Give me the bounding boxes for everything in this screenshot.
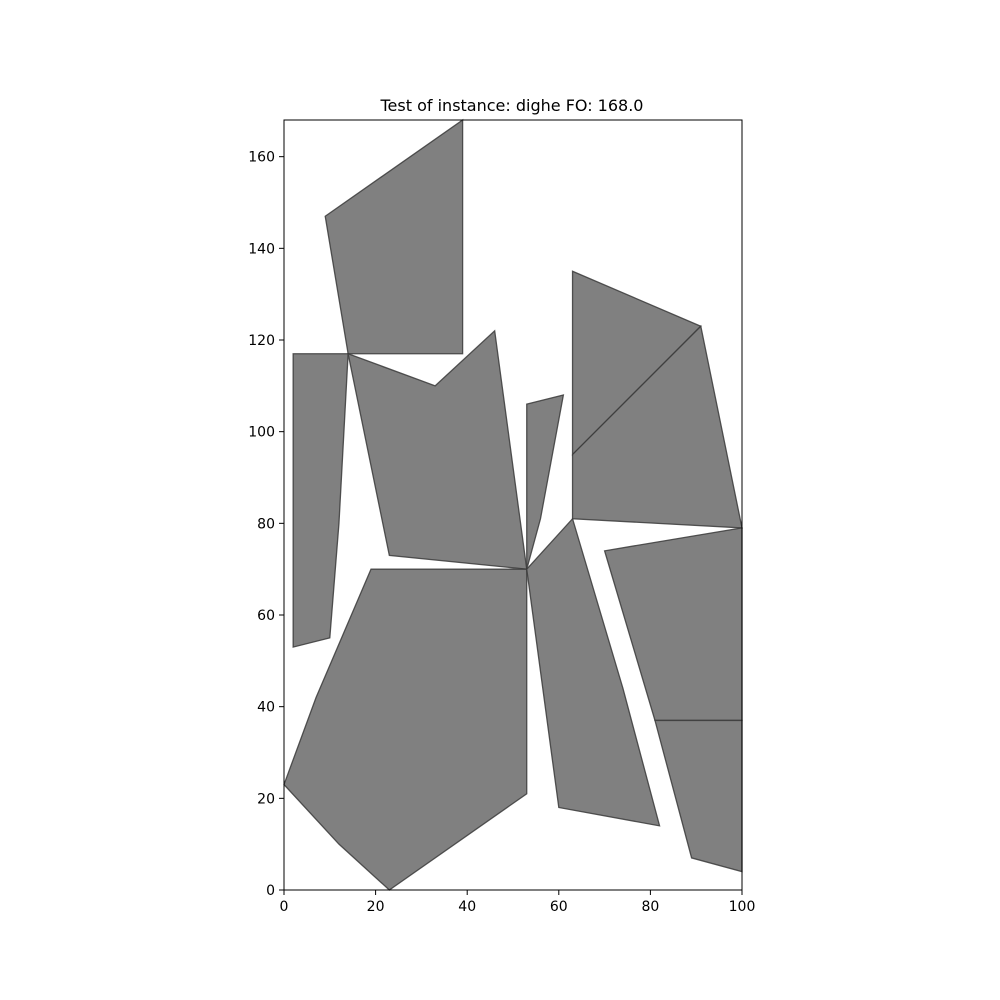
x-tick-label-1: 20 [367,899,385,915]
polygon-2 [292,353,349,648]
plot-area [283,118,743,891]
axes: 0 20 40 60 80 100 0 20 40 60 80 100 120 140 160 [248,119,756,915]
y-tick-label-1: 20 [257,791,275,807]
y-tick-label-8: 160 [248,150,275,166]
y-tick-label-2: 40 [257,700,275,716]
y-tick-label-5: 100 [248,425,275,441]
y-tick-label-4: 80 [257,516,275,532]
plot-frame [283,119,743,891]
x-tick-label-5: 100 [729,899,756,915]
y-tick-label-3: 60 [257,608,275,624]
polygon-10 [654,719,743,873]
y-tick-label-0: 0 [266,883,275,899]
polygon-4 [526,394,565,570]
y-tick-label-6: 120 [248,333,275,349]
x-tick-label-2: 40 [458,899,476,915]
chart-title: Test of instance: dighe FO: 168.0 [380,96,644,115]
polygon-1 [324,118,464,355]
x-tick-label-4: 80 [641,899,659,915]
polygon-9 [603,527,743,722]
polygon-3 [347,329,528,570]
y-tick-label-7: 140 [248,241,275,257]
polygon-8 [526,517,661,827]
x-tick-label-3: 60 [550,899,568,915]
polygon-7 [283,568,528,891]
x-tick-label-0: 0 [280,899,289,915]
